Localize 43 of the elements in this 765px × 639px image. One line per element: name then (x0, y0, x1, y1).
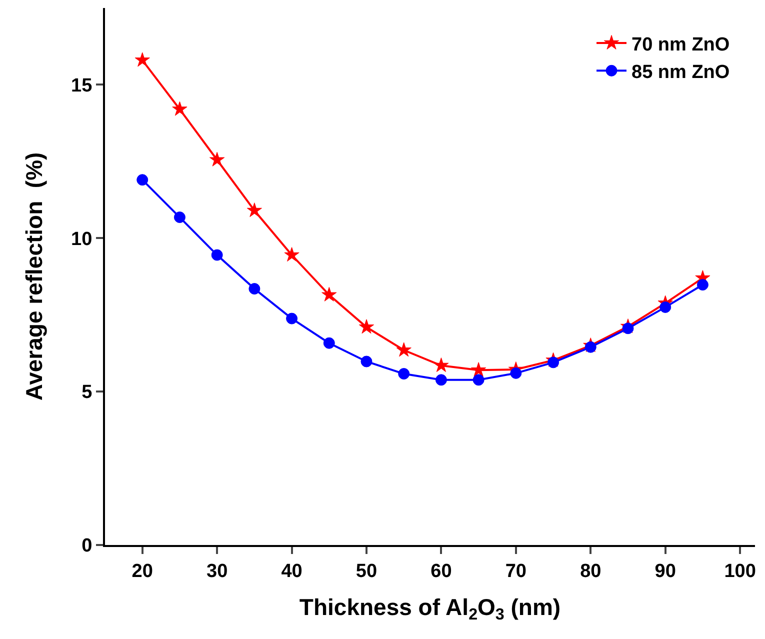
point (248, 283, 260, 295)
y-tick-label: 5 (82, 382, 93, 404)
y-tick-label: 10 (71, 228, 92, 250)
point (358, 319, 374, 334)
point (435, 374, 447, 386)
point (398, 368, 410, 380)
point (136, 174, 148, 186)
point (396, 342, 412, 357)
x-tick-label: 100 (724, 560, 756, 582)
point (174, 212, 186, 224)
point (510, 367, 522, 379)
point (660, 301, 672, 313)
point (360, 356, 372, 368)
x-tick-label: 20 (132, 560, 153, 582)
point (323, 337, 335, 349)
x-tick-label: 40 (281, 560, 302, 582)
y-axis-title: Average reflection (%) (21, 152, 48, 401)
point (286, 312, 298, 324)
legend-label: 85 nm ZnO (632, 62, 730, 84)
point (470, 362, 486, 377)
point (622, 322, 634, 334)
x-tick-label: 60 (430, 560, 452, 582)
y-tick-label: 15 (71, 75, 93, 96)
point (472, 374, 484, 386)
point (246, 202, 262, 218)
point (172, 101, 188, 116)
point (584, 341, 596, 353)
point (696, 279, 708, 291)
point (134, 52, 150, 67)
legend-label: 70 nm ZnO (632, 34, 730, 56)
x-tick-label: 50 (356, 560, 378, 582)
x-tick-label: 30 (206, 560, 228, 582)
point (548, 356, 560, 368)
x-tick-label: 90 (654, 560, 676, 582)
point (322, 286, 337, 302)
x-axis-title: Thickness of Al$_{2}$O$_{3}$ (nm) (299, 594, 561, 624)
point (284, 247, 300, 262)
y-tick-label: 0 (82, 536, 92, 557)
point (211, 249, 223, 261)
point (434, 358, 449, 372)
point (210, 152, 225, 166)
x-tick-label: 80 (580, 560, 602, 582)
x-tick-label: 70 (505, 560, 526, 582)
